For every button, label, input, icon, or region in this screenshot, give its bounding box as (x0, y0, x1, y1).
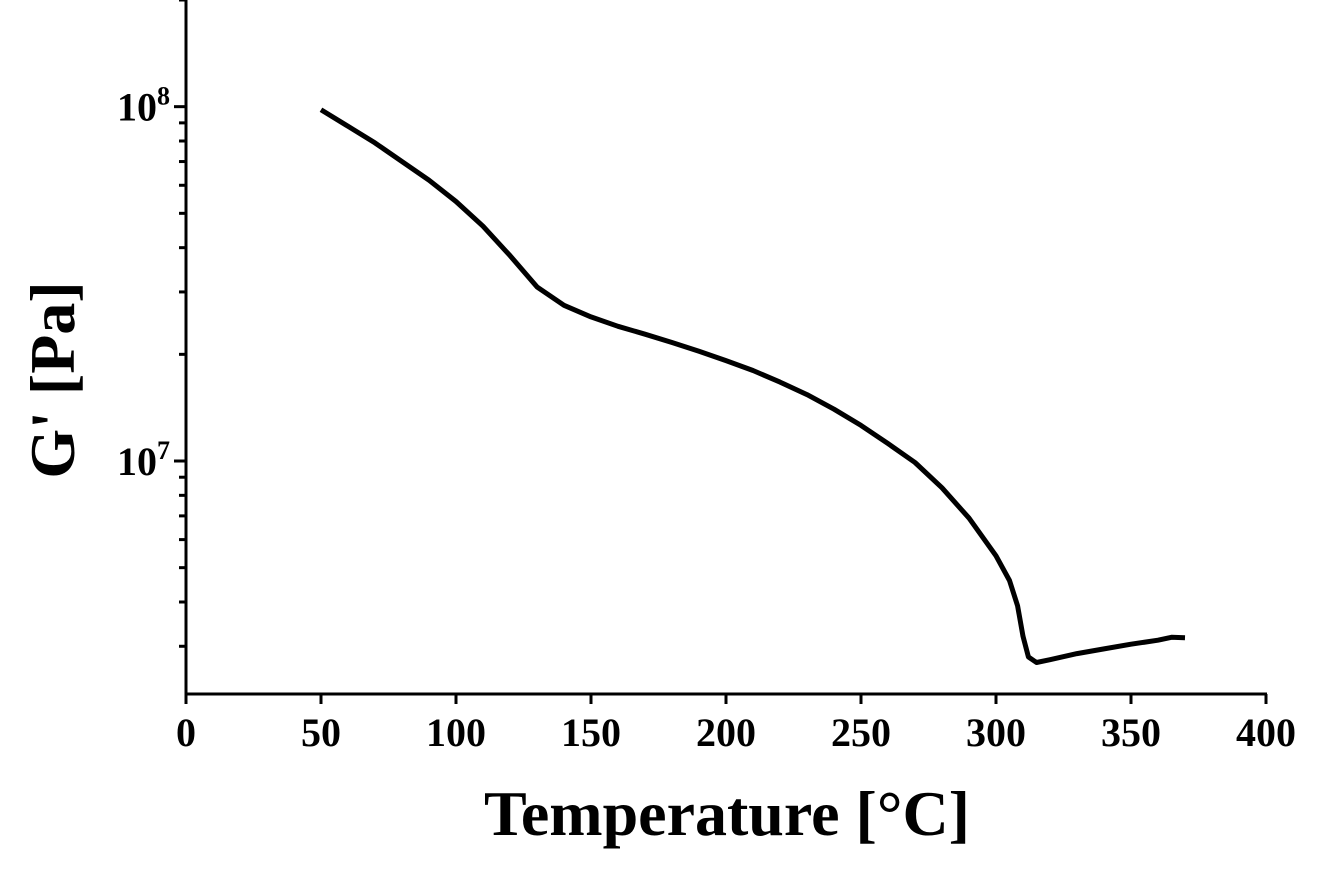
axes (184, 0, 1267, 696)
y-axis-title: G' [Pa] (17, 281, 88, 478)
x-tick-label: 100 (426, 710, 486, 755)
y-ticks: 108 107 (117, 0, 186, 648)
x-tick-label: 150 (561, 710, 621, 755)
series-line (319, 107, 1186, 665)
series-layer (319, 107, 1186, 665)
x-ticks: 0 50 100 150 200 250 300 350 400 (176, 694, 1296, 755)
x-tick-label: 400 (1236, 710, 1296, 755)
y-tick-label: 107 (117, 436, 170, 484)
x-tick-label: 300 (966, 710, 1026, 755)
x-tick-label: 200 (696, 710, 756, 755)
y-tick-label: 108 (117, 82, 170, 130)
x-tick-label: 250 (831, 710, 891, 755)
x-tick-label: 0 (176, 710, 196, 755)
x-tick-label: 350 (1101, 710, 1161, 755)
x-axis-title: Temperature [°C] (484, 778, 970, 849)
x-tick-label: 50 (301, 710, 341, 755)
